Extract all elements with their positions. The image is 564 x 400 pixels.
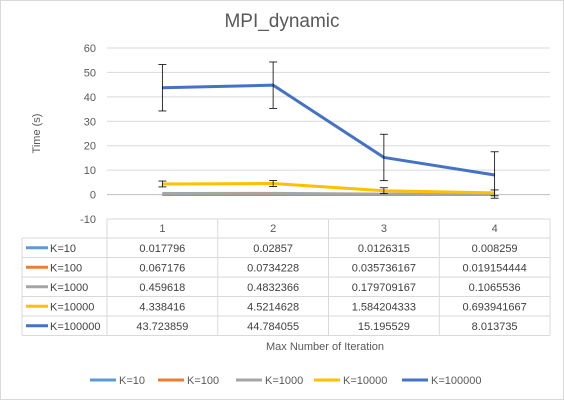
table-cell-value: 0.459618 (139, 282, 185, 294)
table-cell-value: 0.02857 (253, 243, 293, 255)
series-line-K=1000 (162, 191, 495, 196)
table-cell-value: 0.1065536 (469, 282, 521, 294)
table-cell-value: 0.0126315 (358, 243, 410, 255)
table-cell-value: 0.693941667 (463, 301, 527, 313)
y-tick-label: -10 (80, 214, 96, 226)
table-cell-value: 0.179709167 (352, 282, 416, 294)
table-cell-value: 0.4832366 (247, 282, 299, 294)
table-series-name: K=100000 (50, 321, 100, 333)
legend-label: K=1000 (265, 375, 303, 387)
table-cell-value: 0.0734228 (247, 262, 299, 274)
table-cell-value: 0.019154444 (463, 262, 527, 274)
table-cell-value: 0.017796 (139, 243, 185, 255)
x-tick-label: 3 (381, 223, 387, 235)
series-line-K=100000 (162, 83, 495, 177)
table-cell-value: 43.723859 (136, 321, 188, 333)
table-series-name: K=10 (50, 243, 76, 255)
legend-label: K=10000 (343, 375, 387, 387)
table-cell-value: 4.5214628 (247, 301, 299, 313)
table-cell-value: 0.067176 (139, 262, 185, 274)
table-cell-value: 0.008259 (472, 243, 518, 255)
table-cell-value: 8.013735 (472, 321, 518, 333)
table-series-name: K=1000 (50, 282, 88, 294)
x-tick-label: 1 (159, 223, 165, 235)
y-tick-label: 0 (90, 190, 96, 202)
table-cell-value: 44.784055 (247, 321, 299, 333)
y-tick-label: 20 (84, 141, 96, 153)
y-tick-label: 10 (84, 165, 96, 177)
legend-label: K=10 (119, 375, 145, 387)
y-tick-label: 60 (84, 43, 96, 55)
x-tick-label: 4 (492, 223, 498, 235)
x-axis-label: Max Number of Iteration (266, 341, 384, 353)
y-tick-label: 30 (84, 116, 96, 128)
y-tick-label: 50 (84, 67, 96, 79)
y-axis-label: Time (s) (31, 114, 43, 154)
table-cell-value: 4.338416 (139, 301, 185, 313)
table-series-name: K=10000 (50, 301, 94, 313)
table-series-name: K=100 (50, 262, 82, 274)
series-line-K=10000 (162, 182, 495, 195)
legend-label: K=100000 (431, 375, 481, 387)
table-cell-value: 1.584204333 (352, 301, 416, 313)
chart-title: MPI_dynamic (224, 11, 339, 32)
table-cell-value: 0.035736167 (352, 262, 416, 274)
table-cell-value: 15.195529 (358, 321, 410, 333)
y-tick-label: 40 (84, 92, 96, 104)
legend-label: K=100 (187, 375, 219, 387)
x-tick-label: 2 (270, 223, 276, 235)
